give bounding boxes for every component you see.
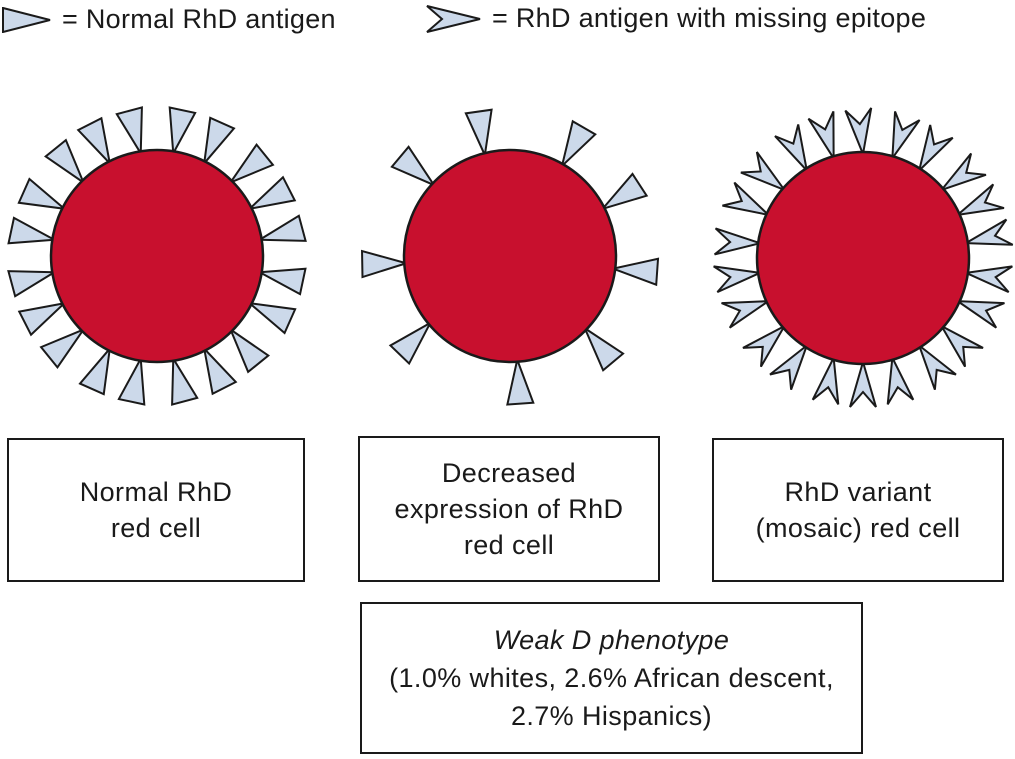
normal-antigen-icon: [17, 177, 68, 211]
missing-epitope-antigen-icon: [721, 299, 772, 329]
legend-item-normal-antigen: = Normal RhD antigen: [2, 4, 336, 35]
label-line: (mosaic) red cell: [755, 513, 961, 543]
missing-epitope-antigen-icon: [954, 183, 1005, 217]
normal-antigen-icon: [390, 145, 437, 188]
normal-antigen-icon: [171, 355, 199, 406]
missing-epitope-antigen-icon: [886, 354, 915, 405]
normal-antigen-icon: [115, 106, 143, 157]
red-cell-decreased-expression-figure: [361, 108, 660, 406]
missing-epitope-antigen-icon: [844, 107, 873, 158]
normal-antigen-icon: [7, 216, 58, 245]
missing-epitope-antigen-icon: [740, 151, 788, 193]
red-cell-circle: [755, 150, 971, 366]
normal-antigen-icon: [43, 138, 86, 186]
red-cell-circle: [49, 148, 265, 364]
normal-antigen-icon: [202, 116, 236, 167]
legend-missing-epitope-label: = RhD antigen with missing epitope: [492, 3, 927, 33]
footnote-line: 2.7% Hispanics): [510, 701, 713, 731]
missing-epitope-antigen-icon: [807, 110, 835, 162]
normal-antigen-icon: [560, 119, 597, 169]
normal-antigen-icon: [2, 6, 51, 33]
label-line: red cell: [110, 513, 202, 543]
missing-epitope-antigen-icon: [811, 354, 840, 405]
normal-antigen-icon: [228, 326, 271, 374]
missing-epitope-antigen-icon: [774, 124, 809, 174]
missing-epitope-antigen-icon: [954, 299, 1005, 329]
normal-antigen-icon: [361, 249, 410, 279]
missing-epitope-antigen-icon: [849, 358, 877, 408]
legend-item-missing-epitope-antigen: = RhD antigen with missing epitope: [426, 3, 926, 34]
normal-antigen-icon: [388, 320, 433, 366]
normal-antigen-icon: [256, 267, 307, 296]
normal-antigen-icon: [168, 106, 197, 157]
normal-antigen-icon: [76, 116, 112, 167]
normal-antigen-icon: [39, 327, 87, 370]
missing-epitope-antigen-icon: [713, 265, 764, 294]
red-cell-mosaic-variant-figure: [713, 107, 1014, 408]
missing-epitope-antigen-icon: [917, 342, 957, 390]
normal-antigen-icon: [256, 214, 307, 242]
decreased-expression-label-box: Decreased expression of RhD red cell: [358, 436, 660, 582]
legend-normal-label: = Normal RhD antigen: [62, 4, 336, 34]
red-cell-circle: [402, 148, 618, 364]
normal-rhd-label-box: Normal RhD red cell: [7, 438, 305, 582]
normal-antigen-icon: [246, 301, 297, 335]
label-line: Decreased: [441, 458, 577, 488]
normal-antigen-icon: [506, 356, 535, 406]
missing-epitope-antigen-icon: [939, 323, 984, 368]
weak-d-phenotype-box: Weak D phenotype (1.0% whites, 2.6% Afri…: [360, 602, 863, 754]
normal-antigen-icon: [7, 270, 58, 298]
missing-epitope-antigen-icon: [891, 111, 921, 162]
rhd-variant-label-box: RhD variant (mosaic) red cell: [712, 438, 1004, 582]
missing-epitope-antigen-icon: [962, 265, 1013, 294]
missing-epitope-antigen-icon: [938, 152, 987, 192]
missing-epitope-antigen-icon: [917, 124, 954, 174]
missing-epitope-antigen-icon: [722, 181, 772, 217]
normal-antigen-icon: [78, 345, 112, 396]
normal-antigen-icon: [609, 257, 660, 287]
missing-epitope-antigen-icon: [713, 227, 764, 256]
normal-antigen-icon: [464, 108, 493, 159]
normal-antigen-icon: [582, 325, 625, 372]
normal-antigen-icon: [599, 172, 649, 211]
label-line: Normal RhD: [79, 477, 233, 507]
label-line: red cell: [463, 530, 555, 560]
missing-epitope-antigen-icon: [426, 4, 481, 33]
footnote-line: (1.0% whites, 2.6% African descent,: [389, 663, 834, 693]
missing-epitope-antigen-icon: [742, 323, 787, 368]
missing-epitope-antigen-icon: [962, 218, 1014, 246]
label-line: expression of RhD: [394, 494, 624, 524]
normal-antigen-icon: [17, 301, 68, 337]
normal-antigen-icon: [202, 345, 238, 396]
footnote-title: Weak D phenotype: [493, 625, 730, 655]
normal-antigen-icon: [246, 175, 297, 211]
normal-antigen-icon: [117, 355, 146, 406]
label-line: RhD variant: [784, 477, 932, 507]
normal-antigen-icon: [227, 142, 275, 185]
missing-epitope-antigen-icon: [769, 342, 809, 390]
red-cell-normal-figure: [7, 106, 307, 406]
